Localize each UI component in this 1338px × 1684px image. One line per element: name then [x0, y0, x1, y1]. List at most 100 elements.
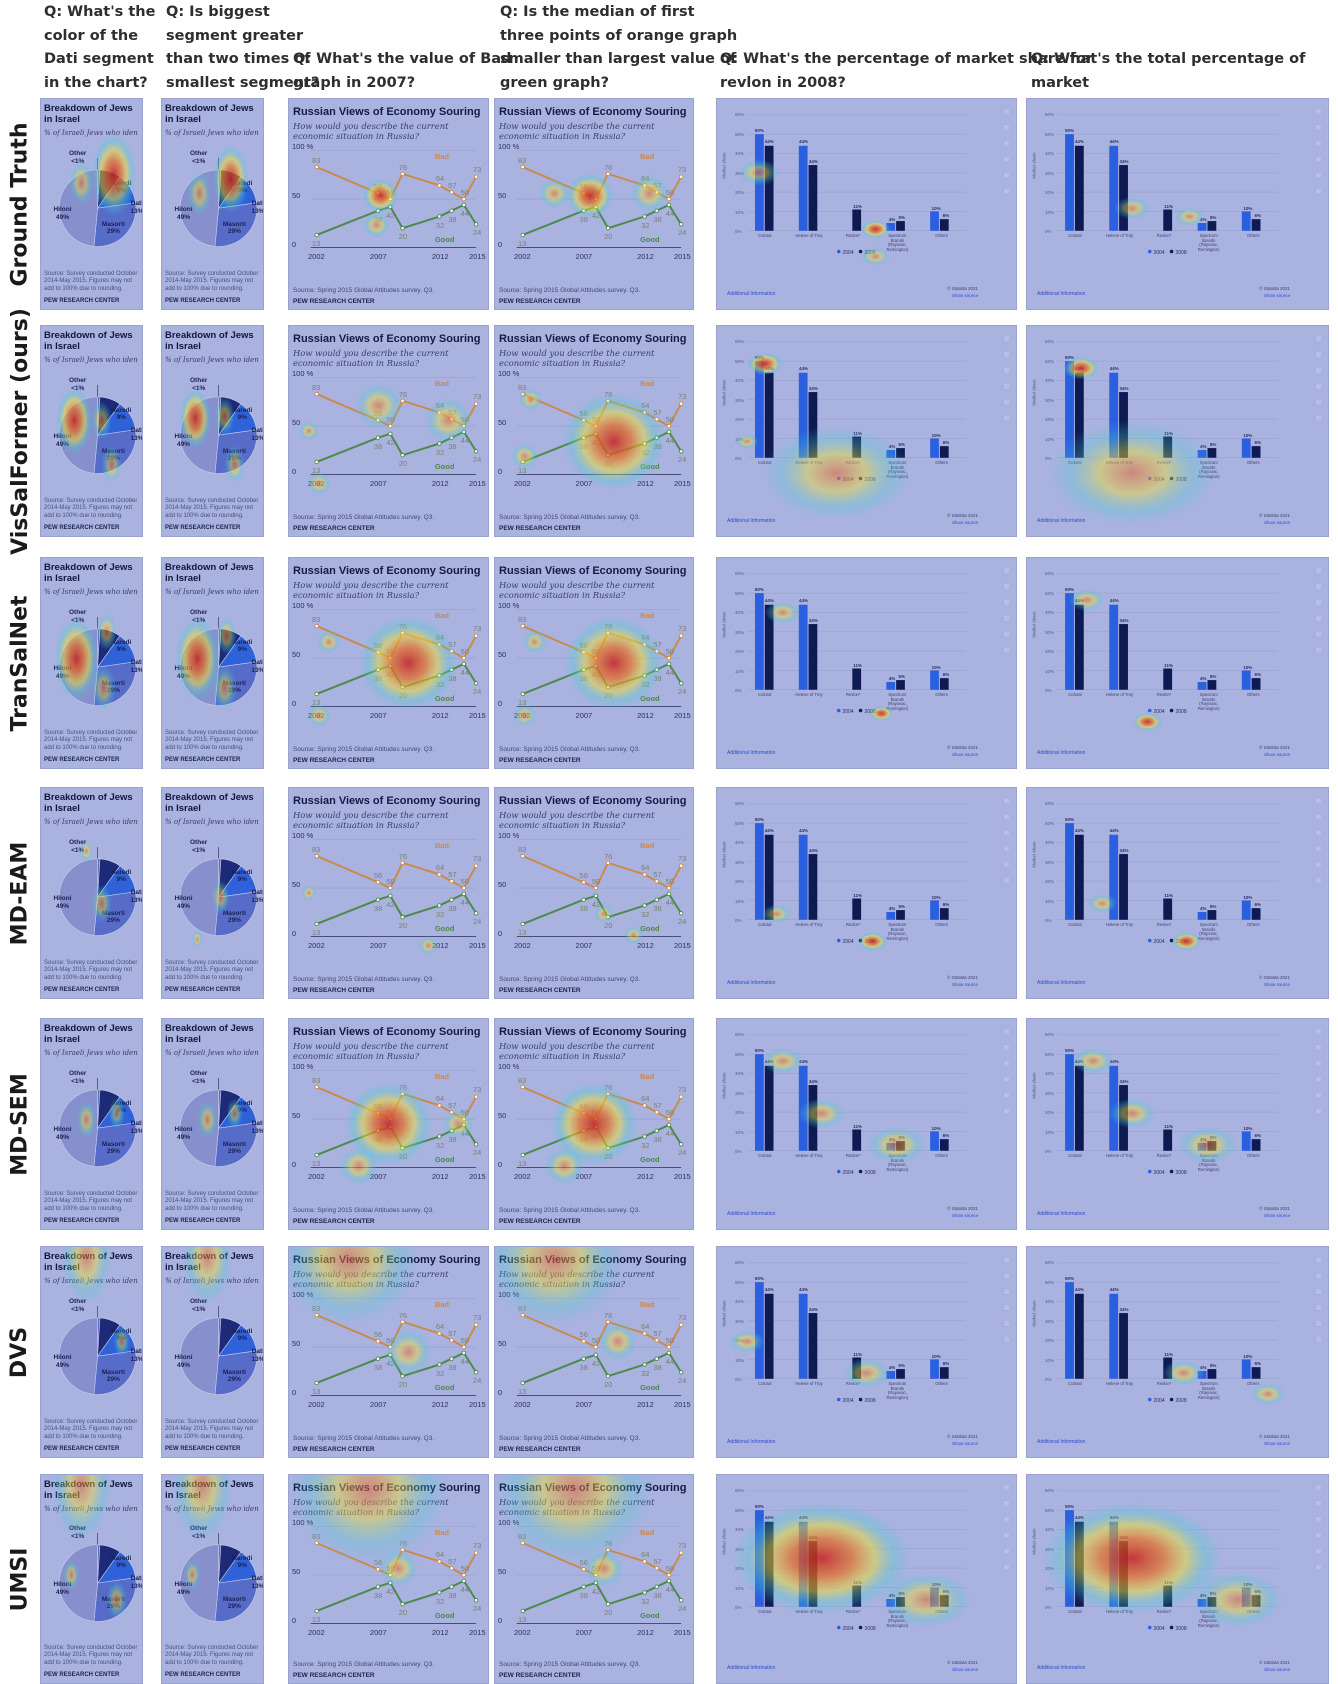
- show-source-link[interactable]: Show source: [951, 520, 978, 525]
- slice-label: Dati 13%: [124, 1120, 142, 1135]
- x-tick-label: 2012: [637, 1172, 654, 1181]
- show-source-link[interactable]: Show source: [951, 1213, 978, 1218]
- saliency-heatmap: [728, 1330, 891, 1389]
- show-source-link[interactable]: Show source: [951, 982, 978, 987]
- show-source-link[interactable]: Show source: [951, 752, 978, 757]
- y-tick-label: 40%: [1045, 151, 1055, 156]
- saliency-cell: Breakdown of Jews in Israel% of Israeli …: [161, 1474, 264, 1684]
- data-point: [654, 879, 659, 884]
- series-key-good: Good: [434, 924, 455, 933]
- data-point: [581, 1339, 586, 1344]
- show-source-link[interactable]: Show source: [951, 1441, 978, 1446]
- slice-label: Dati 13%: [124, 659, 143, 674]
- y-tick-label: 40%: [1045, 610, 1055, 615]
- x-category-label: Coloral: [758, 233, 772, 238]
- series-key-good: Good: [640, 694, 660, 703]
- additional-info-link[interactable]: Additional Information: [727, 518, 776, 524]
- heat-blob: [212, 665, 237, 711]
- y-tick-label: 0: [292, 467, 297, 476]
- value-label: 73: [678, 392, 687, 402]
- additional-info-link[interactable]: Additional Information: [1037, 291, 1086, 297]
- heat-blob: [731, 1502, 912, 1615]
- show-source-link[interactable]: Show source: [1263, 752, 1290, 757]
- saliency-heatmap: [1072, 1047, 1238, 1164]
- show-source-link[interactable]: Show source: [1263, 1667, 1290, 1672]
- bar: [1241, 670, 1251, 690]
- heat-blob: [1174, 207, 1205, 227]
- show-source-link[interactable]: Show source: [1263, 520, 1290, 525]
- y-tick-label: 10%: [1045, 898, 1055, 904]
- additional-info-link[interactable]: Additional Information: [1037, 1211, 1086, 1217]
- saliency-cell: Breakdown of Jews in Israel% of Israeli …: [40, 1246, 143, 1458]
- additional-info-link[interactable]: Additional Information: [1037, 1439, 1086, 1445]
- org-credit: PEW RESEARCH CENTER: [499, 1218, 581, 1225]
- chart-title: Russian Views of Economy Souring: [499, 565, 687, 577]
- y-tick-label: 10%: [735, 1585, 745, 1591]
- y-tick-label: 50%: [735, 1507, 745, 1513]
- x-category-label: Others: [1247, 922, 1260, 927]
- additional-info-link[interactable]: Additional Information: [1037, 980, 1086, 986]
- y-tick-label: 0%: [735, 229, 742, 234]
- bar: [764, 1293, 774, 1379]
- toolbar-icon: [1003, 1532, 1010, 1539]
- bar: [1074, 372, 1084, 458]
- toolbar-icon: [1003, 399, 1010, 406]
- value-label: 64: [435, 174, 445, 184]
- org-credit: PEW RESEARCH CENTER: [165, 1218, 241, 1224]
- show-source-link[interactable]: Show source: [951, 1667, 978, 1672]
- value-label: 38: [373, 1590, 383, 1600]
- additional-info-link[interactable]: Additional Information: [1037, 1665, 1086, 1671]
- show-source-link[interactable]: Show source: [1263, 1213, 1290, 1218]
- data-point: [642, 1559, 647, 1564]
- chart-title: Breakdown of Jews in Israel: [165, 103, 254, 125]
- toolbar-icon: [1003, 861, 1010, 868]
- value-label: 38: [653, 903, 662, 913]
- bar: [798, 834, 808, 920]
- series-line: [316, 855, 477, 890]
- heat-blob: [442, 1108, 475, 1140]
- slice-name: Haredi: [232, 1554, 253, 1562]
- slice-value: 9%: [237, 876, 247, 884]
- value-label: 64: [641, 1094, 650, 1104]
- source-note: Source: Survey conducted October 2014-Ma…: [165, 729, 259, 751]
- additional-info-link[interactable]: Additional Information: [727, 291, 776, 297]
- slice-label: Dati 13%: [124, 427, 142, 442]
- value-label: 24: [473, 1148, 482, 1158]
- show-source-link[interactable]: Show source: [951, 293, 978, 298]
- slice-value: 49%: [55, 213, 69, 221]
- slice-name: Dati: [251, 1575, 264, 1583]
- additional-info-link[interactable]: Additional Information: [727, 1211, 776, 1217]
- show-source-link[interactable]: Show source: [1263, 293, 1290, 298]
- data-point: [678, 401, 684, 406]
- slice-name: Hiloni: [53, 895, 72, 903]
- bar: [1163, 898, 1173, 920]
- bar-value-label: 6%: [942, 213, 950, 219]
- show-source-link[interactable]: Show source: [1263, 982, 1290, 987]
- y-tick-label: 0%: [1045, 1605, 1052, 1610]
- heat-blob: [746, 352, 783, 376]
- additional-info-link[interactable]: Additional Information: [727, 1439, 776, 1445]
- saliency-heatmap: [538, 172, 670, 219]
- bar: [1241, 438, 1251, 458]
- source-note: Source: Spring 2015 Global Attitudes sur…: [499, 514, 641, 521]
- copyright: © Statista 2021: [1259, 975, 1290, 980]
- show-source-link[interactable]: Show source: [1263, 1441, 1290, 1446]
- additional-info-link[interactable]: Additional Information: [727, 1665, 776, 1671]
- chart-question: How would you describe the current econo…: [293, 1041, 449, 1061]
- row-label: UMSI: [0, 1474, 40, 1684]
- slice-name: Dati: [130, 659, 143, 667]
- legend-marker: [836, 938, 841, 943]
- saliency-cell: Breakdown of Jews in Israel% of Israeli …: [40, 98, 143, 310]
- toolbar-icon: [1315, 124, 1322, 131]
- additional-info-link[interactable]: Additional Information: [727, 750, 776, 756]
- series-key-bad: Bad: [434, 152, 450, 161]
- data-point: [520, 1084, 525, 1090]
- additional-info-link[interactable]: Additional Information: [1037, 518, 1086, 524]
- additional-info-link[interactable]: Additional Information: [727, 980, 776, 986]
- source-note: Source: Spring 2015 Global Attitudes sur…: [293, 1661, 435, 1668]
- additional-info-link[interactable]: Additional Information: [1037, 750, 1086, 756]
- org-credit: PEW RESEARCH CENTER: [293, 1672, 375, 1679]
- toolbar-icon: [1315, 861, 1322, 868]
